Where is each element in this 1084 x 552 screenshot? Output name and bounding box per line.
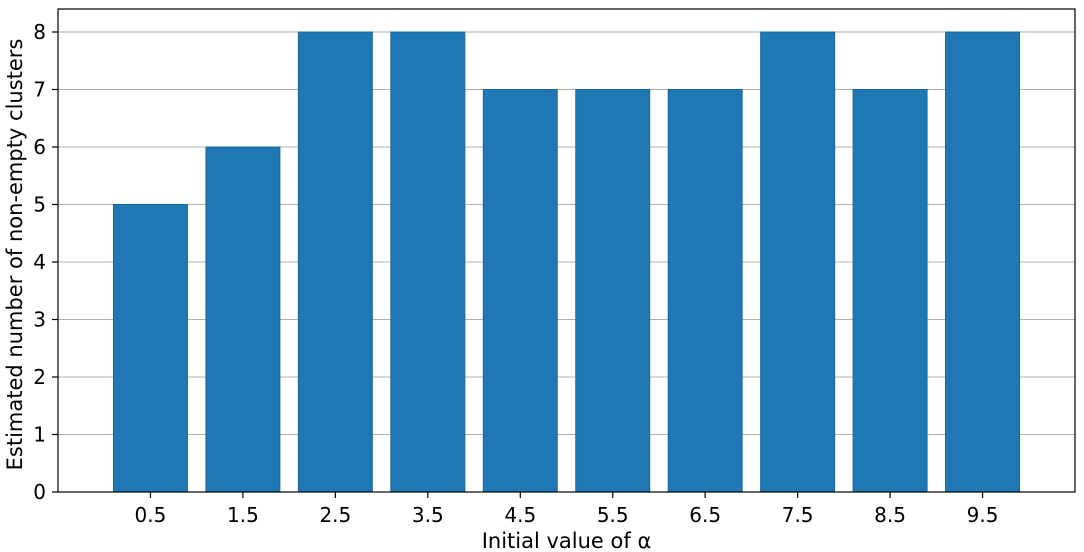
bar-6-5 [667, 89, 743, 493]
bar-7-5 [760, 31, 836, 493]
y-tick-label: 1 [33, 423, 46, 447]
y-tick-label: 3 [33, 308, 46, 332]
y-tick-label: 6 [33, 135, 46, 159]
bar-1-5 [205, 146, 281, 493]
x-tick-label: 8.5 [874, 503, 906, 527]
y-tick-label: 2 [33, 365, 46, 389]
bars [112, 31, 1021, 493]
x-tick-label: 3.5 [412, 503, 444, 527]
bar-2-5 [297, 31, 373, 493]
x-tick-label: 5.5 [597, 503, 629, 527]
y-tick-label: 8 [33, 20, 46, 44]
y-axis-label: Estimated number of non-empty clusters [3, 39, 27, 471]
x-tick-label: 9.5 [967, 503, 999, 527]
y-tick-label: 0 [33, 480, 46, 504]
x-tick-label: 2.5 [319, 503, 351, 527]
y-axis-ticks: 0 1 2 3 4 5 6 7 8 [33, 20, 58, 504]
y-tick-label: 4 [33, 250, 46, 274]
x-axis-label: Initial value of α [482, 529, 652, 552]
bar-9-5 [945, 31, 1021, 493]
bar-3-5 [390, 31, 466, 493]
y-tick-label: 5 [33, 193, 46, 217]
plot-area-frame [57, 8, 1076, 493]
x-tick-label: 4.5 [504, 503, 536, 527]
bar-5-5 [575, 89, 651, 493]
bar-8-5 [852, 89, 928, 493]
x-tick-label: 0.5 [135, 503, 167, 527]
x-tick-label: 6.5 [689, 503, 721, 527]
bar-0-5 [112, 204, 188, 493]
x-axis-ticks: 0.5 1.5 2.5 3.5 4.5 5.5 6.5 7.5 8.5 9.5 [135, 492, 999, 527]
x-tick-label: 1.5 [227, 503, 259, 527]
bar-4-5 [482, 89, 558, 493]
x-tick-label: 7.5 [782, 503, 814, 527]
y-tick-label: 7 [33, 78, 46, 102]
